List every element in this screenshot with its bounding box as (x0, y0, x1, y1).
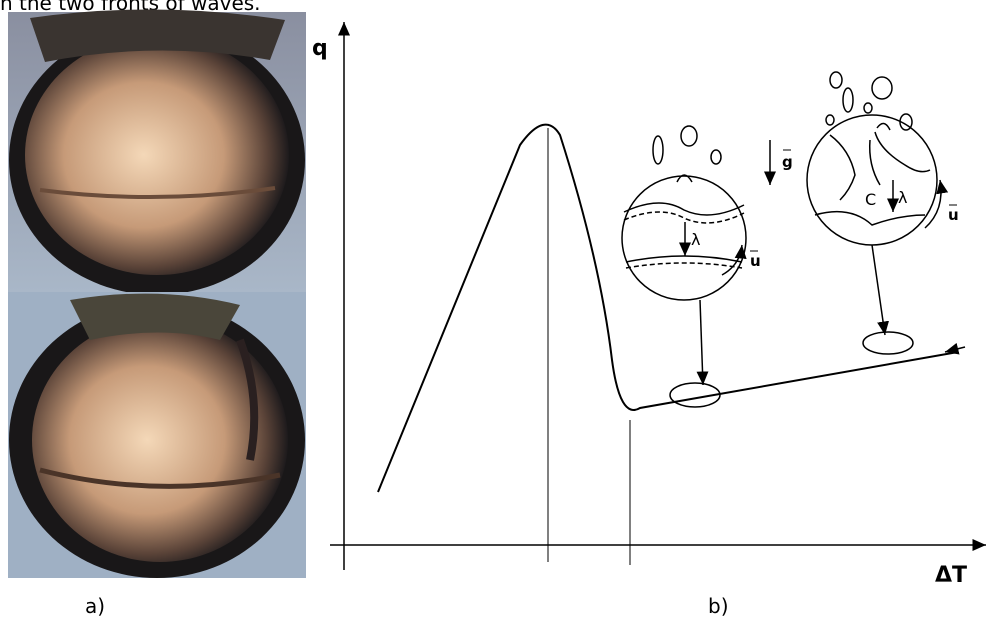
crack-label: C (865, 190, 876, 209)
wavelength-label: λ (898, 188, 907, 207)
figure: q ΔT g λ u λ u C (0, 0, 991, 630)
boiling-curve (378, 125, 958, 492)
gravity-label: g (782, 153, 793, 171)
drop-right (807, 72, 941, 245)
photo-panel (8, 9, 306, 578)
photo-ball (25, 35, 289, 275)
y-axis-label: q (312, 36, 328, 61)
wavelength-label: λ (691, 230, 700, 249)
page: n the two fronts of waves. a) b) (0, 0, 991, 630)
velocity-label: u (948, 206, 959, 224)
x-axis-label: ΔT (935, 563, 967, 588)
region-ellipse (863, 332, 913, 354)
pointer-arrow (700, 300, 703, 385)
pointer-arrow (872, 245, 885, 335)
drop-left (622, 126, 746, 300)
curve-arrow (945, 347, 965, 352)
velocity-label: u (750, 252, 761, 270)
